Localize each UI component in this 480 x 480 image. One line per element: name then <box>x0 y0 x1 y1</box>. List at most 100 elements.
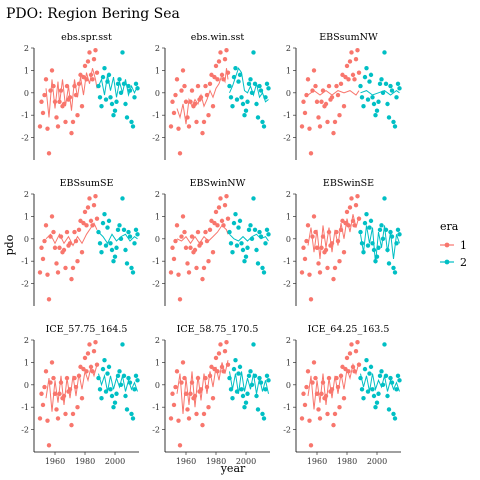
point-era-1 <box>48 88 53 93</box>
point-era-2 <box>264 373 270 379</box>
point-era-2 <box>105 371 110 376</box>
point-era-1 <box>311 360 317 365</box>
point-era-2 <box>120 50 125 55</box>
y-tick-label: -1 <box>21 403 29 412</box>
point-era-2 <box>249 90 255 96</box>
point-era-1 <box>75 259 80 264</box>
point-era-1 <box>54 407 59 412</box>
point-era-2 <box>385 393 390 399</box>
x-axis-label: year <box>220 462 246 475</box>
point-era-2 <box>392 416 398 421</box>
y-tick-label: 2 <box>286 336 291 345</box>
point-era-1 <box>70 119 76 125</box>
point-era-1 <box>87 342 92 347</box>
point-era-1 <box>170 99 175 104</box>
point-era-2 <box>370 95 375 100</box>
point-era-1 <box>219 72 225 78</box>
point-era-1 <box>356 362 362 367</box>
point-era-2 <box>258 380 264 385</box>
point-era-2 <box>126 83 131 89</box>
point-era-2 <box>102 357 107 363</box>
point-era-1 <box>63 119 68 125</box>
y-tick-label: -2 <box>283 280 291 289</box>
strip-label: EBSsumNW <box>319 32 378 43</box>
point-era-2 <box>103 243 109 248</box>
strip-label: ebs.spr.sst <box>61 32 112 43</box>
series-line-era-1 <box>45 364 98 412</box>
point-era-1 <box>198 95 204 100</box>
point-era-1 <box>222 203 228 208</box>
point-era-2 <box>243 108 249 113</box>
point-era-2 <box>261 416 267 421</box>
point-era-1 <box>174 369 180 374</box>
point-era-1 <box>341 396 347 401</box>
point-era-2 <box>233 357 238 363</box>
y-tick-label: -2 <box>21 134 29 143</box>
point-era-2 <box>266 378 271 383</box>
point-era-1 <box>168 124 174 129</box>
point-era-1 <box>210 396 216 401</box>
point-era-1 <box>353 203 359 208</box>
point-era-1 <box>75 405 80 410</box>
y-tick-label: -1 <box>283 403 291 412</box>
point-era-1 <box>335 238 341 244</box>
point-era-2 <box>108 95 113 100</box>
y-tick-label: 2 <box>155 44 160 53</box>
point-era-1 <box>332 119 338 125</box>
point-era-1 <box>200 130 205 136</box>
point-era-1 <box>75 113 80 118</box>
point-era-1 <box>353 57 359 62</box>
point-era-2 <box>234 97 240 102</box>
point-era-1 <box>45 272 50 277</box>
point-era-1 <box>347 205 353 210</box>
point-era-1 <box>344 355 350 361</box>
point-era-2 <box>109 101 115 107</box>
y-tick-label: 1 <box>24 212 29 221</box>
point-era-1 <box>302 110 308 116</box>
point-era-1 <box>61 247 67 253</box>
point-era-2 <box>231 74 237 80</box>
point-era-2 <box>109 393 115 399</box>
point-era-1 <box>195 375 201 381</box>
point-era-2 <box>383 81 389 87</box>
point-era-1 <box>349 50 354 55</box>
point-era-2 <box>242 405 247 410</box>
point-era-2 <box>365 97 371 102</box>
strip-label: ICE_58.75_170.5 <box>177 324 259 335</box>
point-era-1 <box>332 265 338 271</box>
point-era-1 <box>213 355 219 361</box>
point-era-1 <box>54 261 59 266</box>
point-era-2 <box>133 81 139 87</box>
point-era-1 <box>201 119 207 125</box>
point-era-2 <box>124 261 130 266</box>
point-era-2 <box>249 382 255 387</box>
point-era-2 <box>367 371 372 376</box>
point-era-2 <box>385 101 390 107</box>
point-era-2 <box>379 223 384 228</box>
point-era-1 <box>90 77 95 82</box>
legend-key-point <box>444 242 450 248</box>
point-era-1 <box>40 110 46 116</box>
point-era-2 <box>379 369 384 374</box>
point-era-2 <box>254 247 259 253</box>
point-era-1 <box>55 270 61 275</box>
point-era-1 <box>344 209 350 215</box>
point-era-1 <box>200 422 205 428</box>
point-era-1 <box>215 369 220 374</box>
point-era-1 <box>313 83 318 89</box>
point-era-1 <box>207 227 213 233</box>
x-tick-label: 2000 <box>105 457 125 466</box>
point-era-1 <box>90 223 95 228</box>
point-era-1 <box>42 92 47 98</box>
point-era-2 <box>234 389 240 394</box>
point-era-2 <box>371 247 377 253</box>
point-era-1 <box>189 234 195 239</box>
point-era-1 <box>54 115 59 120</box>
point-era-1 <box>346 369 351 374</box>
point-era-2 <box>254 393 259 399</box>
point-era-1 <box>171 402 177 408</box>
point-era-2 <box>135 378 140 383</box>
y-tick-label: 1 <box>155 66 160 75</box>
point-era-2 <box>243 254 249 259</box>
strip-label: EBSsumSE <box>60 178 114 189</box>
